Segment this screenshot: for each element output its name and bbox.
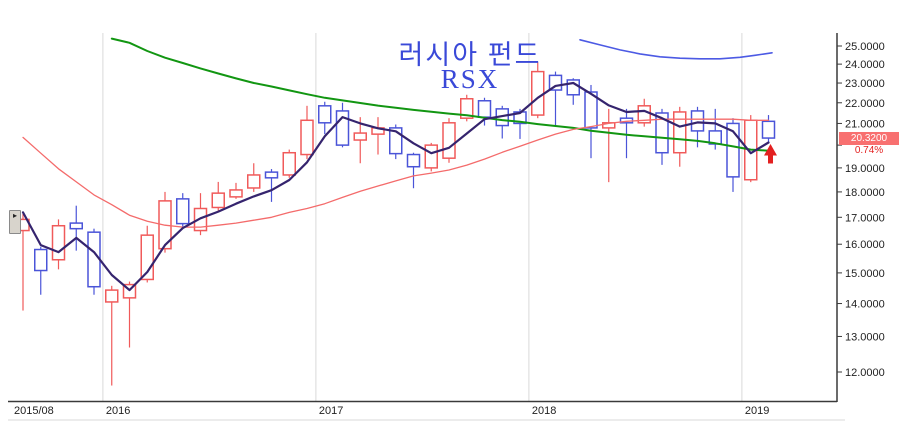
blue-band-line-group [579,38,773,60]
x-axis-year-label: 2017 [319,405,343,417]
candle-body [229,189,243,198]
chevron-right-icon: ▸ [12,211,17,220]
y-tick-label: 13.0000 [845,331,885,343]
axis-group: 2015/08 2016 2017 2018 2019 12.0000 13.0000 14.… [8,33,885,421]
candle-body [655,112,669,154]
candle-body [34,248,48,272]
candle-body [460,98,474,119]
chart-title-korean: 러시아 펀드 [398,40,542,70]
candle-body [318,105,332,124]
candle-body [673,111,687,154]
y-tick-label: 25.0000 [845,41,885,53]
y-tick-label: 24.0000 [845,59,885,71]
y-tick-label: 17.0000 [845,212,885,224]
candle-body [105,289,119,303]
candle-body [69,222,83,230]
x-axis-year-label: 2016 [106,405,130,417]
candle-body [424,144,438,169]
x-axis-year-label: 2018 [532,405,556,417]
ma-longest-line [110,37,770,152]
y-tick-label: 21.0000 [845,118,885,130]
y-tick-label: 19.0000 [845,163,885,175]
candle-body [726,122,740,178]
year-gridlines [102,33,743,401]
chart-title-ticker: RSX [440,64,500,94]
y-tick-label: 23.0000 [845,78,885,90]
candle-body [300,119,314,156]
candle-body [211,192,225,209]
price-change-label: 0.74% [854,145,884,157]
y-tick-label: 18.0000 [845,187,885,199]
candle-body [353,132,367,141]
y-tick-label: 12.0000 [845,367,885,379]
y-tick-label: 14.0000 [845,299,885,311]
up-arrow-marker [764,144,777,164]
candle-body [87,231,101,288]
candle-body [584,91,598,129]
ma-long-line [22,118,770,228]
current-price-tag: 20.3200 [839,131,899,145]
annotation-group [764,144,777,164]
candle-body [690,110,705,132]
candle-body [51,224,66,261]
candle-body [264,171,279,179]
candle-body [247,174,261,189]
y-tick-label: 22.0000 [845,98,885,110]
candle-body [442,122,456,159]
x-axis-year-label: 2019 [745,405,769,417]
candle-body [176,198,190,225]
y-tick-label: 16.0000 [845,239,885,251]
ma-short-line [21,81,770,292]
y-tick-label: 15.0000 [845,268,885,280]
candles-group [16,62,776,386]
panel-collapse-button[interactable]: ▸ [9,210,21,234]
candle-body [282,151,296,176]
blue-band-line [579,38,773,60]
moving-average-group [21,37,770,292]
candle-body [406,153,421,168]
candle-body [477,100,492,118]
candle-body [761,120,776,139]
x-axis-first-label: 2015/08 [14,405,54,417]
